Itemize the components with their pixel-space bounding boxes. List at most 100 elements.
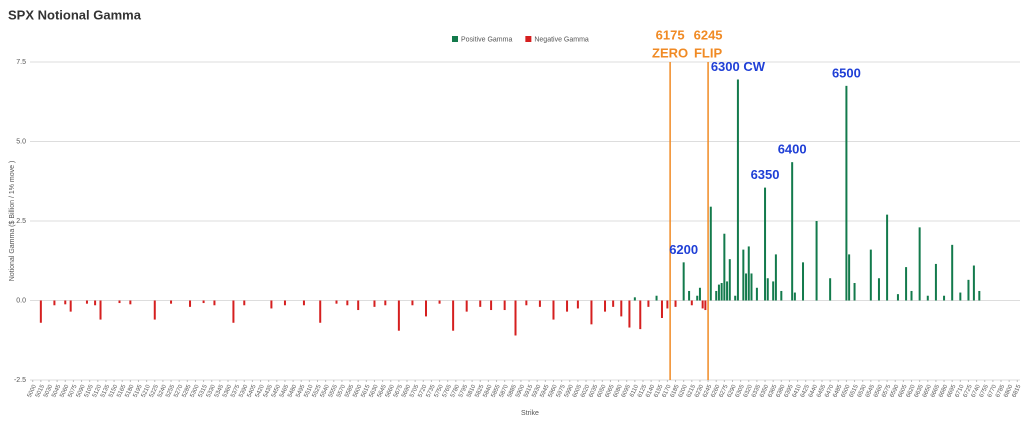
x-axis-label: Strike xyxy=(521,410,539,417)
bar xyxy=(877,278,880,301)
x-tick-label: 6635 xyxy=(914,383,925,398)
bar xyxy=(189,300,192,307)
bar xyxy=(232,300,235,323)
x-tick-label: 6035 xyxy=(588,383,599,398)
bar xyxy=(153,300,156,320)
x-tick-label: 5795 xyxy=(458,383,469,398)
x-tick-label: 6530 xyxy=(857,383,868,398)
x-tick-label: 5015 xyxy=(35,383,46,398)
bar xyxy=(655,295,658,301)
reference-label: 6175 xyxy=(656,27,685,42)
x-tick-label: 5240 xyxy=(157,383,168,398)
bar xyxy=(802,262,805,301)
bar xyxy=(734,295,737,301)
x-tick-label: 6455 xyxy=(816,383,827,398)
x-tick-label: 5180 xyxy=(125,383,136,398)
x-tick-label: 5915 xyxy=(523,383,534,398)
bar xyxy=(319,300,322,323)
legend-swatch xyxy=(452,36,458,42)
x-tick-label: 5435 xyxy=(263,383,274,398)
bar xyxy=(99,300,102,320)
x-tick-label: 5780 xyxy=(450,383,461,398)
x-tick-label: 6650 xyxy=(922,383,933,398)
bar xyxy=(39,300,42,323)
x-tick-label: 5900 xyxy=(515,383,526,398)
x-tick-label: 5450 xyxy=(271,383,282,398)
bar xyxy=(538,300,541,307)
bar xyxy=(94,300,97,306)
reference-label: 6245 xyxy=(694,27,723,42)
bar xyxy=(525,300,528,306)
bar xyxy=(514,300,517,336)
x-tick-label: 5525 xyxy=(312,383,323,398)
bar xyxy=(772,281,775,301)
bar xyxy=(452,300,455,331)
bar xyxy=(720,283,723,301)
x-tick-label: 6095 xyxy=(621,383,632,398)
bar xyxy=(552,300,555,320)
bar xyxy=(736,79,739,301)
bar xyxy=(384,300,387,306)
x-tick-label: 5690 xyxy=(401,383,412,398)
x-tick-label: 5285 xyxy=(181,383,192,398)
x-tick-label: 5270 xyxy=(173,383,184,398)
x-tick-label: 6515 xyxy=(849,383,860,398)
x-tick-label: 5675 xyxy=(393,383,404,398)
x-tick-label: 5135 xyxy=(100,383,111,398)
x-tick-label: 6575 xyxy=(881,383,892,398)
x-tick-label: 6725 xyxy=(963,383,974,398)
x-tick-label: 5390 xyxy=(238,383,249,398)
x-tick-label: 5120 xyxy=(92,383,103,398)
x-tick-label: 6440 xyxy=(808,383,819,398)
x-tick-label: 5555 xyxy=(328,383,339,398)
chart-title: SPX Notional Gamma xyxy=(8,7,142,22)
bar xyxy=(704,300,707,311)
x-tick-label: 5630 xyxy=(369,383,380,398)
legend-label: Negative Gamma xyxy=(534,36,589,43)
x-tick-label: 5750 xyxy=(434,383,445,398)
x-tick-label: 5360 xyxy=(222,383,233,398)
bar xyxy=(674,300,677,307)
bar xyxy=(869,249,872,301)
x-tick-label: 6110 xyxy=(629,383,640,398)
x-tick-label: 5060 xyxy=(59,383,70,398)
x-tick-label: 6500 xyxy=(841,383,852,398)
bar xyxy=(335,300,338,304)
x-tick-label: 6050 xyxy=(596,383,607,398)
bar xyxy=(943,295,946,301)
bar xyxy=(709,206,712,301)
x-tick-label: 5600 xyxy=(352,383,363,398)
x-tick-label: 5345 xyxy=(214,383,225,398)
bar xyxy=(604,300,607,312)
x-tick-label: 5510 xyxy=(304,383,315,398)
x-tick-label: 6305 xyxy=(735,383,746,398)
x-tick-label: 6290 xyxy=(727,383,738,398)
bar xyxy=(701,300,704,309)
bar xyxy=(726,281,729,301)
bar xyxy=(283,300,286,306)
bar xyxy=(503,300,506,311)
x-tick-label: 5585 xyxy=(344,383,355,398)
x-tick-label: 6170 xyxy=(662,383,673,398)
x-tick-label: 5090 xyxy=(76,383,87,398)
bar xyxy=(774,254,777,301)
bar xyxy=(780,290,783,301)
x-tick-label: 5885 xyxy=(507,383,518,398)
x-tick-label: 5225 xyxy=(149,383,160,398)
x-tick-label: 5105 xyxy=(84,383,95,398)
x-tick-label: 5210 xyxy=(141,383,152,398)
x-tick-label: 5495 xyxy=(295,383,306,398)
x-tick-label: 6755 xyxy=(979,383,990,398)
bar xyxy=(270,300,273,309)
bar xyxy=(639,300,642,330)
bar xyxy=(728,259,731,301)
x-tick-label: 5990 xyxy=(564,383,575,398)
reference-label: FLIP xyxy=(694,45,722,60)
x-tick-label: 6485 xyxy=(832,383,843,398)
bar xyxy=(690,300,693,306)
reference-label: ZERO xyxy=(652,45,688,60)
x-tick-label: 5195 xyxy=(133,383,144,398)
bar xyxy=(129,300,132,305)
x-tick-label: 6620 xyxy=(906,383,917,398)
bar xyxy=(791,162,794,301)
